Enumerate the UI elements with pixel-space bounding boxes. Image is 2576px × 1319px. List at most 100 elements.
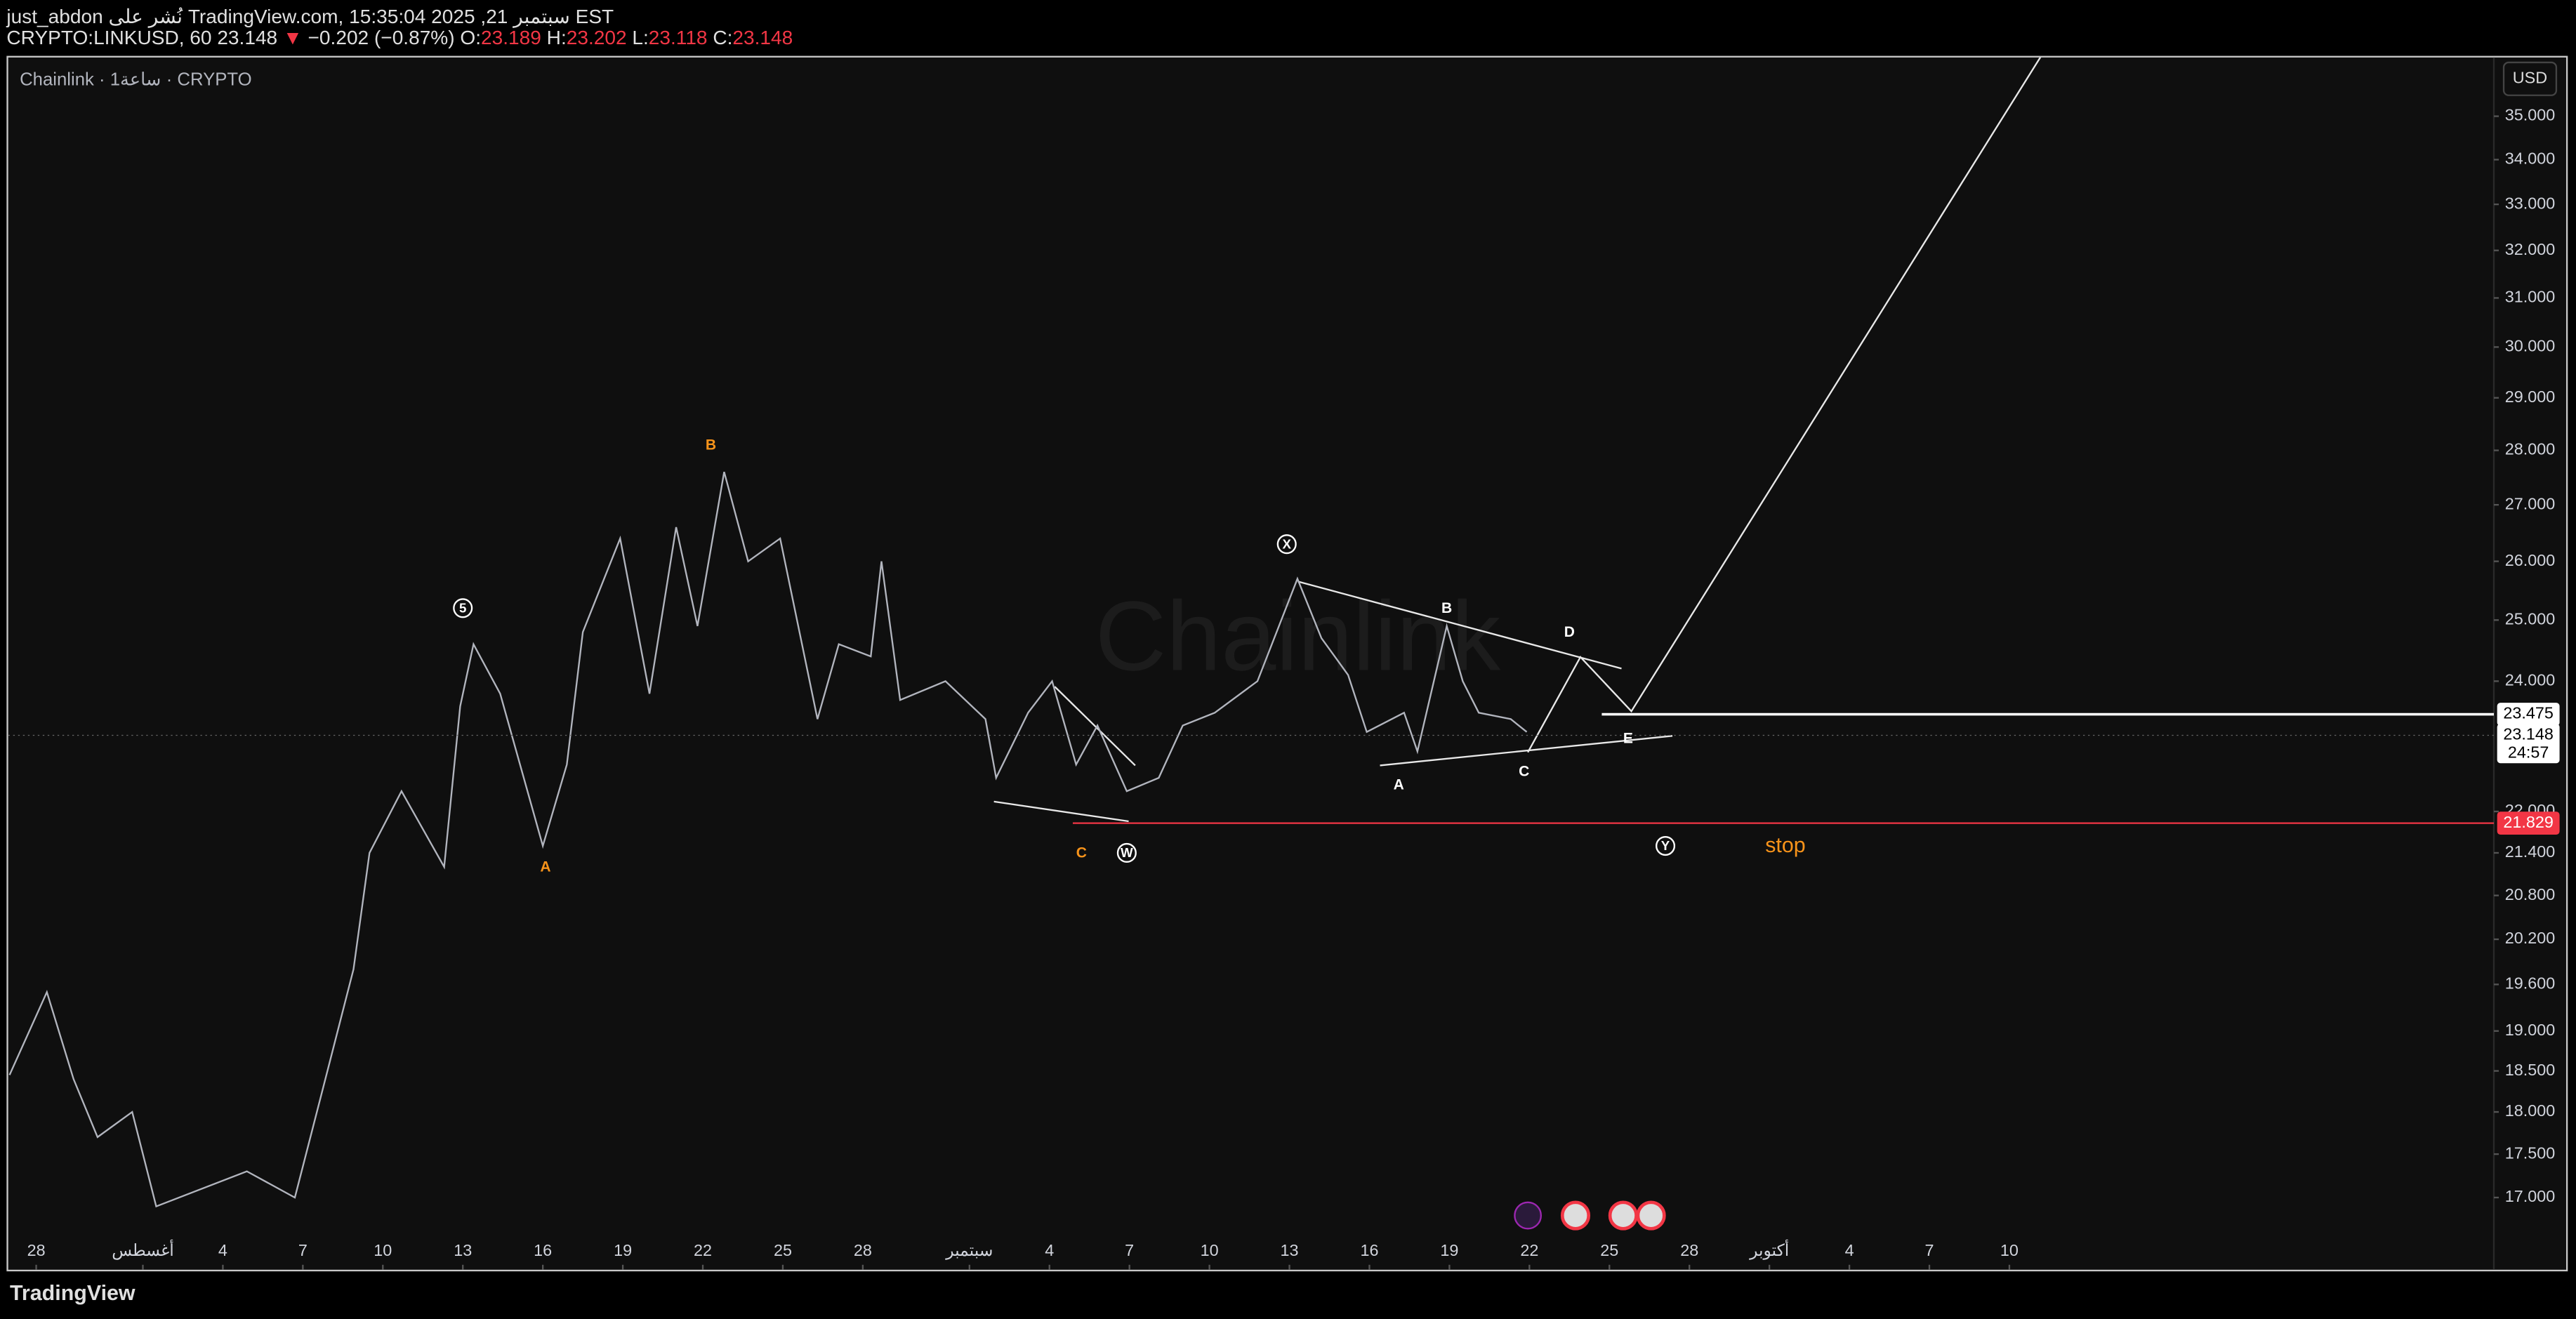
symbol: CRYPTO:LINKUSD, 60 [6, 27, 211, 49]
wave-label: A [1394, 776, 1404, 793]
x-tick-label: 7 [1925, 1241, 1934, 1259]
price-level-badge [2497, 703, 2560, 726]
y-tick-label: 17.500 [2505, 1144, 2556, 1162]
wave-label: X [1283, 536, 1292, 551]
y-tick-label: 34.000 [2505, 150, 2556, 168]
wave-label: B [706, 437, 716, 453]
x-tick-label: أغسطس [112, 1240, 174, 1260]
wave-label: E [1623, 731, 1633, 747]
ohlc-label: H: [547, 27, 567, 49]
x-tick-label: 28 [1680, 1241, 1698, 1259]
ohlc-value: 23.202 [567, 27, 627, 49]
drawings [993, 57, 2042, 823]
event-icon[interactable] [1560, 1200, 1591, 1231]
chart-frame [6, 55, 2568, 1272]
last-price: 23.148 [217, 27, 277, 49]
wave-label: Y [1661, 838, 1670, 853]
publish-line: just_abdon نُشر على TradingView.com, سبت… [6, 6, 614, 28]
change-arrow: ▼ [283, 27, 303, 49]
change: −0.202 (−0.87%) [308, 27, 455, 49]
y-tick-label: 21.400 [2505, 842, 2556, 861]
y-tick-label: 28.000 [2505, 440, 2556, 458]
x-tick-label: 13 [454, 1241, 472, 1259]
wave-label: D [1564, 624, 1575, 640]
event-icon[interactable] [1514, 1201, 1543, 1230]
currency-button[interactable] [2502, 61, 2558, 96]
current-price-badge [2497, 724, 2560, 764]
y-tick-label: 27.000 [2505, 494, 2556, 512]
wave-circle [1655, 835, 1676, 856]
x-tick-label: سبتمبر [945, 1241, 993, 1260]
ohlc-label: C: [713, 27, 732, 49]
price-level-label: 21.829 [2503, 813, 2554, 831]
x-tick-label: 4 [1845, 1241, 1854, 1259]
x-tick-label: 10 [1201, 1241, 1219, 1259]
ohlc-value: 23.118 [649, 27, 708, 49]
x-tick-label: 16 [534, 1241, 552, 1259]
price-level-badge [2497, 811, 2560, 835]
currency-label[interactable]: USD [2513, 69, 2547, 87]
y-tick-label: 32.000 [2505, 240, 2556, 258]
x-tick-label: 10 [2000, 1241, 2019, 1259]
trendline [1297, 581, 1622, 670]
wave-label: 5 [459, 600, 466, 615]
x-tick-label: 22 [1520, 1241, 1538, 1259]
y-tick-label: 17.000 [2505, 1187, 2556, 1205]
y-tick-label: 18.500 [2505, 1061, 2556, 1079]
y-tick-label: 19.000 [2505, 1021, 2556, 1039]
x-tick-label: 28 [27, 1241, 46, 1259]
watermark: Chainlink [1095, 581, 1501, 691]
y-tick-label: 20.800 [2505, 885, 2556, 903]
wave-label: C [1076, 845, 1087, 861]
y-tick-label: 35.000 [2505, 106, 2556, 124]
trendline [1380, 735, 1673, 767]
price-line [8, 471, 1528, 1208]
wave-circle [1116, 842, 1137, 863]
y-tick-label: 20.200 [2505, 929, 2556, 947]
y-tick-label: 31.000 [2505, 288, 2556, 306]
y-tick-label: 29.000 [2505, 387, 2556, 406]
wave-label: C [1519, 763, 1529, 779]
ohlc-label: O: [460, 27, 481, 49]
y-tick-label: 18.000 [2505, 1101, 2556, 1120]
wave-label: A [540, 859, 550, 875]
footer-logo: TradingView [10, 1281, 136, 1305]
projection-path [1527, 57, 2042, 753]
wave-circle [1276, 534, 1297, 555]
x-tick-label: 25 [774, 1241, 792, 1259]
quote-line: CRYPTO:LINKUSD, 60 23.148 ▼ −0.202 (−0.8… [6, 27, 793, 49]
wave-circle [453, 598, 473, 618]
x-tick-label: 10 [374, 1241, 392, 1259]
x-tick-label: 25 [1600, 1241, 1618, 1259]
ohlc-label: L: [632, 27, 648, 49]
event-icons [1514, 1200, 1666, 1231]
x-tick-label: 7 [1125, 1241, 1134, 1259]
x-tick-label: 4 [1045, 1241, 1054, 1259]
x-tick-label: 19 [1440, 1241, 1458, 1259]
ohlc-value: 23.189 [481, 27, 541, 49]
stop-label: stop [1765, 833, 1805, 857]
ohlc-value: 23.148 [732, 27, 793, 49]
y-tick-label: 26.000 [2505, 551, 2556, 569]
price-level-label: 23.475 [2503, 704, 2554, 722]
countdown: 24:57 [2508, 743, 2549, 761]
event-icon[interactable] [1608, 1200, 1638, 1231]
trendline [993, 800, 1129, 823]
y-tick-label: 30.000 [2505, 337, 2556, 355]
event-icon[interactable] [1636, 1200, 1666, 1231]
trendline [1054, 686, 1136, 767]
x-tick-label: 4 [218, 1241, 227, 1259]
series-legend: Chainlink · 1ساعة · CRYPTO [20, 69, 252, 89]
x-tick-label: 7 [298, 1241, 308, 1259]
x-tick-label: 19 [614, 1241, 632, 1259]
y-tick-label: 33.000 [2505, 194, 2556, 212]
y-tick-label: 24.000 [2505, 671, 2556, 689]
y-tick-label: 19.600 [2505, 974, 2556, 993]
x-tick-label: 16 [1360, 1241, 1378, 1259]
plot-area [8, 471, 2495, 1208]
y-tick-label: 25.000 [2505, 609, 2556, 628]
x-tick-label: 28 [854, 1241, 872, 1259]
x-tick-label: 22 [694, 1241, 712, 1259]
